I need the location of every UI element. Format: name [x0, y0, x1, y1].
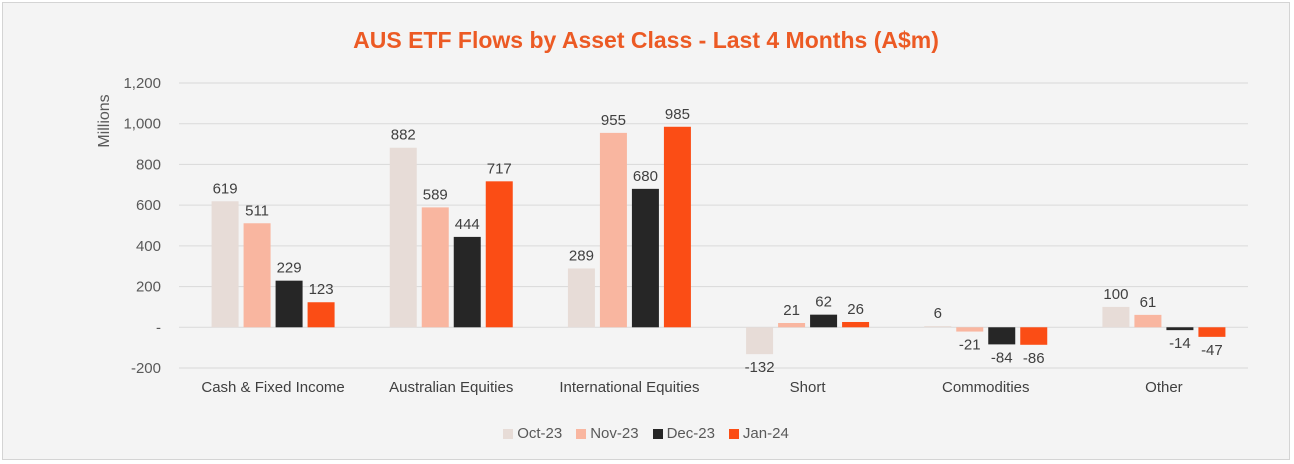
bar [1166, 327, 1194, 331]
y-tick-label: 1,200 [123, 75, 161, 92]
bar [485, 181, 513, 328]
bar [1102, 306, 1130, 328]
bar [631, 188, 659, 328]
data-label: 229 [277, 260, 302, 277]
legend-label: Jan-24 [742, 425, 789, 442]
x-category-label: International Equities [559, 379, 699, 396]
legend-label: Nov-23 [590, 425, 639, 442]
legend-label: Oct-23 [517, 425, 563, 442]
data-label: 882 [391, 127, 416, 144]
bar [924, 326, 952, 328]
bar [243, 223, 271, 328]
data-label: 26 [847, 301, 864, 318]
y-tick-label: 1,000 [123, 116, 161, 133]
bar [746, 327, 774, 355]
bar [567, 268, 595, 328]
x-category-label: Other [1145, 379, 1183, 396]
legend-item: Nov-23 [576, 425, 639, 442]
legend-item: Dec-23 [652, 425, 715, 442]
legend-swatch [728, 428, 739, 439]
legend-swatch [503, 428, 514, 439]
data-label: -132 [745, 359, 775, 376]
bar [956, 327, 984, 332]
data-label: 62 [815, 294, 832, 311]
data-label: 985 [665, 106, 690, 123]
bar [1134, 314, 1162, 328]
bar [842, 321, 870, 328]
bar [1020, 327, 1048, 345]
data-label: 123 [309, 281, 334, 298]
y-tick-label: 200 [136, 279, 161, 296]
data-label: 100 [1103, 286, 1128, 303]
data-label: 619 [213, 180, 238, 197]
bar [1198, 327, 1226, 337]
chart-title: AUS ETF Flows by Asset Class - Last 4 Mo… [353, 27, 939, 53]
x-category-label: Commodities [942, 379, 1030, 396]
legend-label: Dec-23 [666, 425, 715, 442]
bar [453, 236, 481, 328]
bar [275, 280, 303, 328]
data-label: 21 [783, 302, 800, 319]
y-tick-label: 400 [136, 238, 161, 255]
bar [988, 327, 1016, 345]
data-label: -14 [1169, 335, 1191, 352]
bar [389, 147, 417, 328]
bar [663, 126, 691, 328]
y-tick-label: -200 [131, 360, 161, 377]
data-label: 6 [934, 305, 942, 322]
bar-chart: -200-2004006008001,0001,200Millions61951… [96, 75, 1248, 396]
data-label: -47 [1201, 342, 1223, 359]
data-label: 717 [487, 160, 512, 177]
data-label: 444 [455, 216, 480, 233]
legend-item: Jan-24 [728, 425, 789, 442]
data-label: 511 [245, 202, 269, 219]
data-label: -86 [1023, 350, 1045, 367]
data-label: 955 [601, 112, 626, 129]
x-category-label: Cash & Fixed Income [201, 379, 344, 396]
y-tick-label: 800 [136, 156, 161, 173]
bar [307, 302, 335, 328]
bar [211, 201, 239, 328]
bar [810, 314, 838, 328]
data-label: 680 [633, 168, 658, 185]
x-category-label: Australian Equities [389, 379, 513, 396]
data-label: -84 [991, 349, 1013, 366]
y-tick-label: 600 [136, 197, 161, 214]
data-label: -21 [959, 337, 981, 354]
y-axis-label: Millions [96, 94, 113, 147]
data-label: 289 [569, 247, 594, 264]
x-category-label: Short [790, 379, 827, 396]
bar [421, 207, 449, 328]
chart-legend: Oct-23 Nov-23 Dec-23 Jan-24 [3, 425, 1289, 442]
legend-item: Oct-23 [503, 425, 562, 442]
bar [599, 132, 627, 328]
data-label: 589 [423, 186, 448, 203]
y-tick-label: - [156, 319, 161, 336]
data-label: 61 [1140, 294, 1157, 311]
legend-swatch [576, 428, 587, 439]
bar [778, 323, 806, 328]
legend-swatch [652, 428, 663, 439]
